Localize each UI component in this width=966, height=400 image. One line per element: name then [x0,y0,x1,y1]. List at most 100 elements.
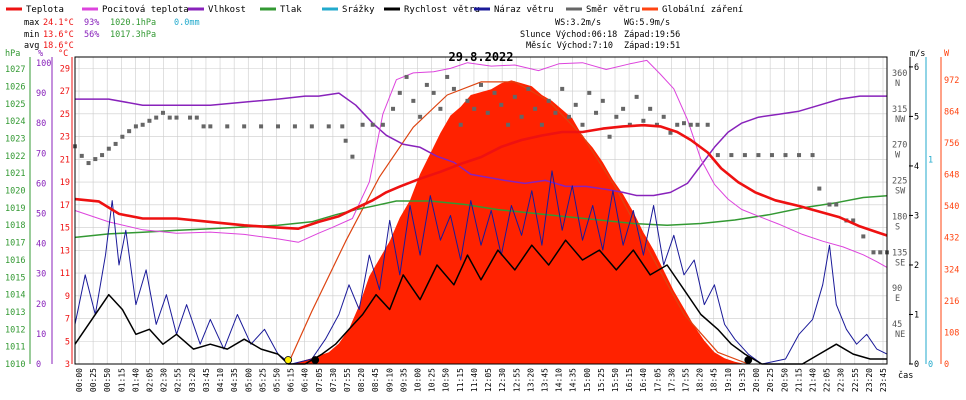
c-tick-label: 25 [60,110,70,120]
wind-dir-point [113,141,118,146]
wind-dir-point [648,106,653,111]
w-tick-label: 108 [944,328,959,338]
x-tick-label: 00:00 [75,368,84,392]
x-tick-label: 14:10 [555,368,564,392]
wind-dir-point [641,118,646,123]
wind-dir-point [506,122,511,127]
x-tick-label: 13:45 [540,368,549,392]
x-tick-label: 09:10 [385,368,394,392]
wind-dir-point [783,153,788,158]
series-press [74,195,888,239]
x-tick-label: 00:25 [89,368,98,392]
wind-dir-point [343,138,348,143]
wind-dir-point [445,74,450,79]
wind-dir-point [546,98,551,103]
dir-tick-label: 135 [892,248,907,258]
series-solar_max [287,81,749,365]
x-tick-label: 22:30 [837,368,846,392]
dir-tick-name: S [895,222,900,232]
x-tick-label: 15:00 [583,368,592,392]
dir-tick-label: 315 [892,105,907,115]
x-tick-label: 13:20 [526,368,535,392]
wind-dir-point [472,106,477,111]
x-tick-label: 06:15 [287,368,296,392]
x-tick-label: 10:00 [414,368,423,392]
pct-tick-label: 40 [36,240,46,250]
wind-tick-label: 2 [914,261,919,271]
x-tick-label: 23:20 [865,368,874,392]
hpa-unit: hPa [5,49,20,59]
x-tick-label: 03:45 [202,368,211,392]
stat-max-press: 1020.1hPa [110,18,156,28]
wind-dir-point [418,114,423,119]
wind-dir-point [154,115,159,120]
x-tick-label: 21:40 [808,368,817,392]
rain-tick-label: 0 [928,360,933,370]
c-tick-label: 9 [65,292,70,302]
legend: Teplota Pocitová teplota Vlhkost Tlak Srážky… [6,5,743,15]
x-tick-label: 08:20 [357,368,366,392]
x-tick-label: 05:00 [244,368,253,392]
sunset-dot [744,356,753,364]
wind-dir-point [451,86,456,91]
dir-tick-label: 45 [892,320,902,330]
wind-tick-label: 3 [914,211,919,221]
hpa-tick-label: 1010 [5,360,25,370]
c-tick-label: 13 [60,246,70,256]
x-tick-label: 20:00 [752,368,761,392]
wind-dir-point [668,130,673,135]
wind-dir-point [634,94,639,99]
wind-dir-point [742,153,747,158]
x-tick-label: 04:10 [216,368,225,392]
hpa-tick-label: 1013 [5,308,25,318]
series-feels [74,59,888,268]
wind-dir-point [411,98,416,103]
wind-dir-point [431,90,436,95]
legend-label-feels: Pocitová teplota [102,5,189,15]
hpa-tick-label: 1025 [5,100,25,110]
c-tick-label: 7 [65,315,70,325]
info-ws: WS:3.2m/s [555,18,601,28]
x-tick-label: 19:35 [738,368,747,392]
wind-dir-point [93,157,98,162]
legend-label-press: Tlak [280,5,302,15]
pct-tick-label: 60 [36,179,46,189]
info-sun-set: Západ:19:56 [624,30,680,40]
x-tick-label: 21:15 [794,368,803,392]
w-tick-label: 432 [944,234,959,244]
wind-dir-point [682,121,686,126]
info-moon: Měsíc Východ:7:10 [526,41,613,51]
wind-dir-point [539,122,544,127]
x-tick-label: 02:05 [146,368,155,392]
w-unit: W [944,49,950,59]
wind-dir-point [370,122,375,127]
w-tick-label: 324 [944,265,959,275]
wind-dir-point [560,86,565,91]
wind-dir-point [194,115,199,120]
x-tick-label: 11:15 [456,368,465,392]
dir-tick-label: 360 [892,69,907,79]
legend-label-solar: Globální záření [662,5,743,15]
wind-dir-point [404,74,409,79]
wind-dir-point [309,124,314,129]
wind-dir-point [133,124,138,129]
sunrise-marker [284,356,293,364]
c-tick-label: 11 [60,269,70,279]
wind-dir-point [729,153,734,158]
stats-block: max 24.1°C 93% 1020.1hPa 0.0mm min 13.6°… [24,18,680,51]
pct-tick-label: 10 [36,330,46,340]
stat-min-hum: 56% [84,30,99,40]
wind-dir-point [688,122,693,127]
wind-dir-point [861,234,866,239]
legend-label-temp: Teplota [26,5,64,15]
legend-label-rain: Srážky [342,5,375,15]
wind-dir-point [188,115,193,120]
c-tick-label: 17 [60,201,70,211]
stat-min-press: 1017.3hPa [110,30,156,40]
wind-dir-point [715,153,720,158]
stat-max-temp: 24.1°C [43,18,74,28]
wind-dir-point [587,90,592,95]
info-moon-set: Západ:19:51 [624,41,680,51]
x-tick-label: 03:20 [188,368,197,392]
